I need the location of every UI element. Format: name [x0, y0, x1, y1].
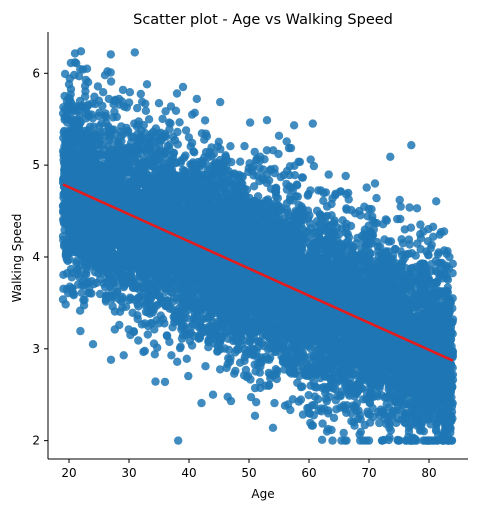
scatter-point	[263, 195, 273, 204]
scatter-point	[76, 65, 85, 74]
scatter-point	[141, 99, 150, 108]
scatter-point	[154, 99, 164, 108]
scatter-point	[307, 421, 317, 430]
scatter-point	[386, 237, 396, 246]
scatter-point	[106, 50, 116, 59]
scatter-point	[137, 320, 147, 329]
scatter-point	[93, 82, 103, 91]
scatter-point	[190, 108, 199, 118]
scatter-point	[192, 94, 201, 104]
scatter-point	[341, 171, 350, 181]
scatter-point	[106, 77, 116, 86]
scatter-point	[174, 436, 183, 445]
scatter-point	[197, 398, 206, 408]
scatter-point	[143, 330, 152, 339]
scatter-point	[405, 203, 414, 212]
scatter-point	[448, 269, 457, 278]
scatter-point	[339, 428, 348, 438]
scatter-point	[332, 405, 341, 414]
scatter-point	[184, 371, 193, 381]
scatter-point	[99, 88, 108, 97]
scatter-point	[201, 362, 210, 371]
scatter-point	[88, 99, 97, 108]
scatter-point	[327, 199, 336, 209]
scatter-point	[175, 118, 184, 127]
scatter-point	[74, 72, 84, 81]
scatter-point	[214, 137, 223, 146]
scatter-point	[413, 239, 422, 248]
scatter-point	[161, 107, 170, 116]
scatter-point	[186, 328, 196, 337]
scatter-point	[282, 199, 292, 208]
scatter-point	[200, 116, 210, 125]
scatter-point	[215, 365, 225, 374]
scatter-point	[223, 360, 232, 369]
scatter-point	[262, 146, 272, 155]
scatter-point	[173, 127, 182, 137]
scatter-point	[362, 183, 371, 192]
scatter-point	[382, 400, 391, 409]
scatter-point	[173, 140, 182, 149]
scatter-point	[395, 195, 404, 205]
scatter-point	[149, 339, 159, 348]
scatter-point	[130, 48, 139, 57]
scatter-point	[318, 419, 327, 428]
scatter-point	[182, 354, 191, 363]
scatter-point	[117, 122, 126, 131]
scatter-point	[309, 161, 319, 171]
scatter-point	[216, 97, 225, 107]
scatter-points	[58, 47, 458, 445]
scatter-point	[168, 323, 177, 332]
scatter-point	[236, 157, 245, 166]
scatter-point	[396, 202, 405, 211]
scatter-point	[134, 336, 143, 345]
scatter-point	[224, 345, 234, 355]
scatter-point	[330, 218, 339, 228]
scatter-point	[250, 147, 259, 157]
scatter-point	[407, 141, 416, 150]
scatter-point	[416, 220, 425, 229]
